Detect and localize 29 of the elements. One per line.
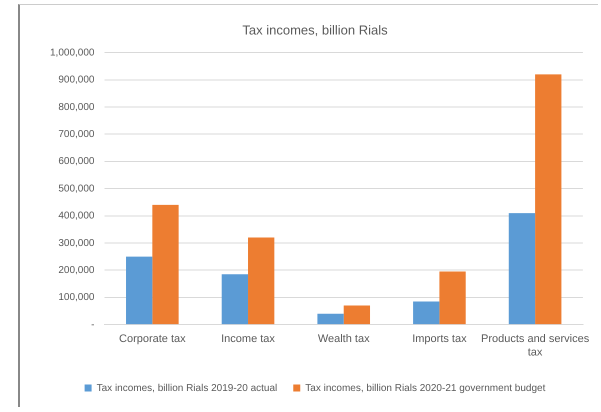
- y-tick-label: 300,000: [58, 238, 95, 249]
- bar: [344, 306, 370, 324]
- bar: [248, 238, 274, 324]
- y-tick-label: 600,000: [58, 156, 95, 168]
- x-tick-label: Income tax: [221, 333, 276, 346]
- y-tick-label: 200,000: [58, 264, 95, 276]
- legend-label: Tax incomes, billion Rials 2020-21 government budget: [305, 382, 546, 394]
- y-tick-label: 400,000: [58, 210, 95, 222]
- y-tick-label: 800,000: [58, 102, 95, 113]
- bar: [508, 213, 536, 324]
- y-tick-label: 1,000,000: [50, 47, 95, 58]
- x-tick-label: Corporate tax: [119, 333, 186, 346]
- y-tick-label: -: [91, 319, 94, 330]
- y-tick-label: 500,000: [58, 183, 95, 194]
- bar: [317, 314, 344, 324]
- y-tick-label: 900,000: [58, 74, 95, 86]
- chart-title: Tax incomes, billion Rials: [242, 22, 388, 38]
- y-tick-label: 700,000: [58, 128, 95, 140]
- bar: [413, 301, 440, 324]
- bar: [439, 272, 466, 324]
- legend-label: Tax incomes, billion Rials 2019-20 actual: [96, 382, 278, 394]
- x-tick-label: Imports tax: [412, 333, 468, 346]
- y-tick-label: 100,000: [58, 292, 95, 304]
- bar: [535, 74, 562, 324]
- x-tick-label: Wealth tax: [318, 333, 370, 346]
- bar: [222, 274, 248, 324]
- bar: [126, 256, 152, 324]
- bar: [152, 204, 179, 324]
- x-tick-label: Products and services tax: [480, 333, 590, 358]
